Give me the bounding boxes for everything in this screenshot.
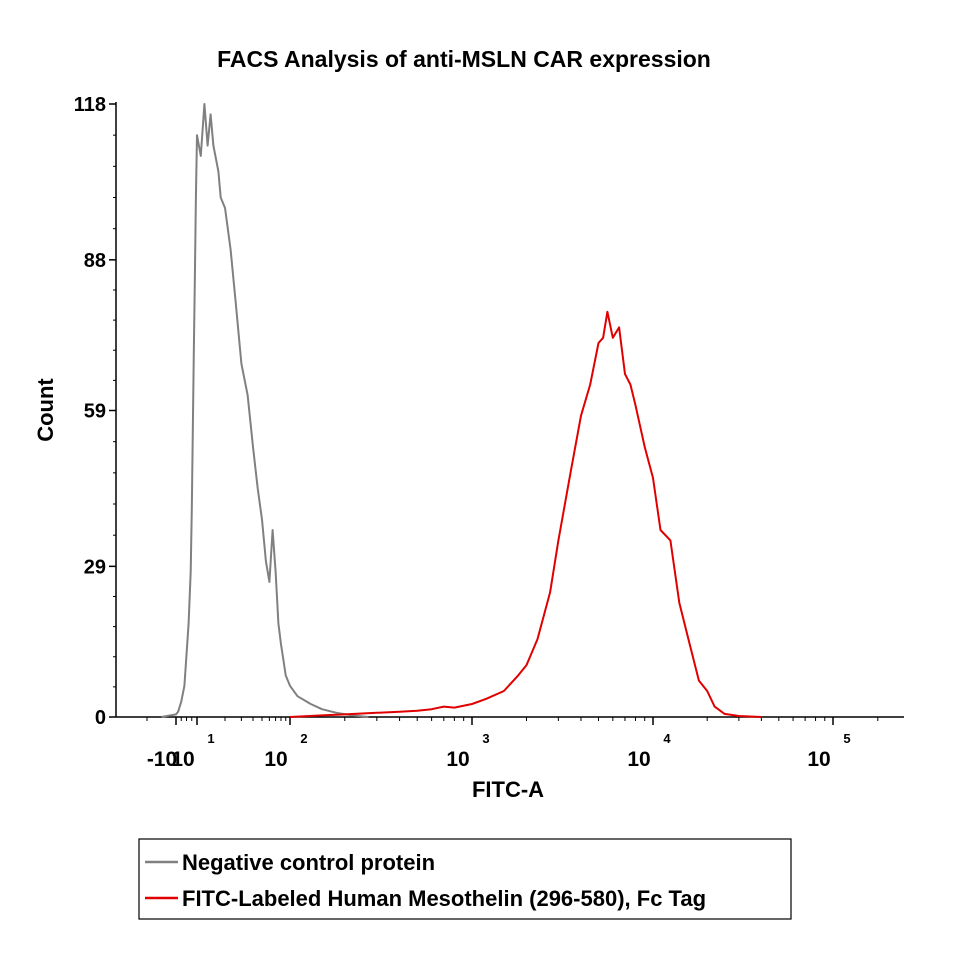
legend-box (138, 838, 792, 920)
x-tick-label: 10 (446, 748, 469, 771)
y-tick-label: 118 (74, 94, 106, 116)
x-tick-label: 10 (627, 748, 650, 771)
legend: Negative control protein FITC-Labeled Hu… (138, 838, 792, 920)
y-tick-label: 0 (95, 707, 106, 729)
y-tick-group: 0 29 59 88 118 (74, 94, 116, 729)
x-tick-exponent: 4 (663, 731, 671, 746)
x-tick-label: 10 (171, 748, 194, 771)
y-tick-label: 29 (84, 556, 106, 578)
y-axis: 0 29 59 88 118 (74, 94, 117, 729)
x-tick-exponent: 3 (482, 731, 489, 746)
x-tick-label: 10 (807, 748, 830, 771)
legend-label-negative: Negative control protein (182, 850, 435, 875)
chart-title: FACS Analysis of anti-MSLN CAR expressio… (217, 46, 711, 72)
x-axis-label: FITC-A (472, 777, 544, 802)
series-group (161, 103, 762, 718)
y-tick-label: 59 (84, 401, 106, 423)
x-tick-label: -10 (147, 748, 177, 771)
series-negative-control-line (161, 103, 369, 718)
x-tick-exponent: 2 (300, 731, 307, 746)
y-axis-label: Count (33, 378, 58, 442)
x-tick-exponent: 1 (207, 731, 214, 746)
x-tick-exponent: 5 (843, 731, 850, 746)
y-tick-label: 88 (84, 250, 106, 272)
series-fitc-mesothelin-line (289, 310, 762, 718)
legend-label-fitc: FITC-Labeled Human Mesothelin (296-580),… (182, 886, 706, 911)
x-tick-label: 10 (264, 748, 287, 771)
